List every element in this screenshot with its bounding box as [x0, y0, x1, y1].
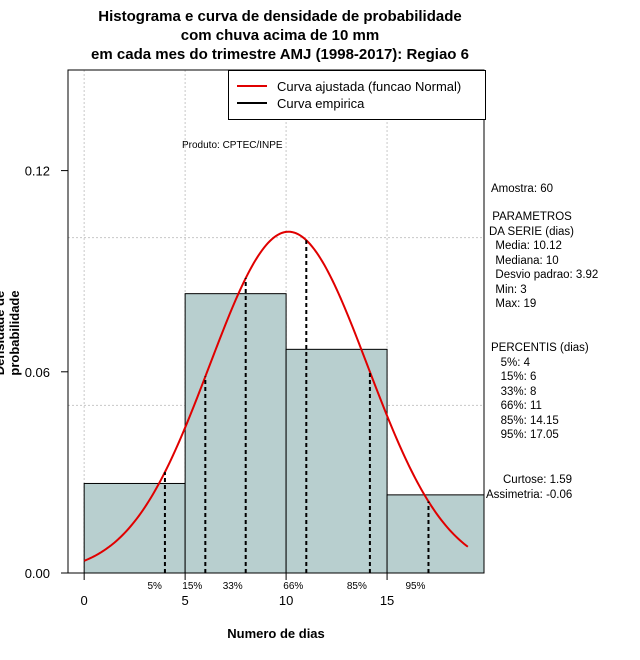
stat-p85: 85%: 14.15 [491, 414, 559, 427]
stat-max: Max: 19 [489, 298, 537, 310]
legend-item-empirica: Curva empirica [237, 95, 364, 111]
histogram-bar-2 [285, 348, 388, 574]
x-tick-label-3: 15 [380, 593, 394, 608]
stat-media: Media: 10.12 [489, 240, 562, 252]
legend-line-empirica [237, 102, 267, 104]
stat-curtose: Curtose: 1.59 [503, 474, 573, 486]
histogram-bar-3 [386, 494, 485, 574]
legend-item-normal: Curva ajustada (funcao Normal) [237, 78, 461, 94]
stat-mediana: Mediana: 10 [489, 254, 559, 267]
y-tick-label-2: 0.12 [25, 164, 50, 179]
percentile-label-3: 66% [283, 581, 303, 592]
stat-desvio: Desvio padrao: 3.92 [489, 269, 599, 281]
stat-p15: 15%: 6 [491, 371, 537, 383]
percentile-label-0: 5% [147, 581, 162, 592]
produto-label: Produto: CPTEC/INPE [182, 140, 283, 151]
chart-title-line-2: com chuva acima de 10 mm [180, 27, 380, 44]
stat-p5: 5%: 4 [491, 356, 530, 369]
legend-label-normal: Curva ajustada (funcao Normal) [277, 78, 462, 94]
percentile-label-1: 15% [182, 581, 202, 592]
y-tick-label-0: 0.00 [25, 566, 50, 581]
percentile-label-5: 95% [405, 581, 425, 592]
y-axis-label: Densidade de probabilidade [0, 290, 22, 376]
chart-title-line-1: Histograma e curva de densidade de proba… [98, 8, 462, 25]
stat-p66: 66%: 11 [491, 400, 542, 412]
legend-label-empirica: Curva empirica [277, 95, 365, 111]
histogram-bar-0 [83, 482, 186, 574]
percentile-label-2: 33% [223, 581, 243, 592]
stat-min: Min: 3 [489, 283, 527, 296]
y-tick-label-1: 0.06 [25, 365, 50, 380]
stat-p95: 95%: 17.05 [491, 429, 559, 441]
legend: Curva ajustada (funcao Normal) Curva emp… [228, 70, 486, 120]
stat-parametros-title-2: DA SERIE (dias) [489, 225, 574, 238]
percentile-label-4: 85% [347, 581, 367, 592]
stat-amostra: Amostra: 60 [491, 183, 553, 195]
stat-parametros-title-1: PARAMETROS [489, 211, 572, 223]
x-tick-label-1: 5 [182, 593, 189, 608]
legend-line-normal [237, 85, 267, 87]
stat-percentis-title: PERCENTIS (dias) [491, 342, 589, 354]
x-axis-label: Numero de dias [227, 626, 325, 641]
stat-p33: 33%: 8 [491, 385, 537, 398]
chart-title-line-3: em cada mes do trimestre AMJ (1998-2017)… [91, 46, 469, 63]
stat-assimetria: Assimetria: -0.06 [486, 488, 573, 501]
normal-fit-curve [83, 230, 469, 562]
x-tick-label-2: 10 [279, 593, 293, 608]
x-tick-label-0: 0 [81, 593, 88, 608]
histogram-bar-1 [184, 293, 287, 574]
